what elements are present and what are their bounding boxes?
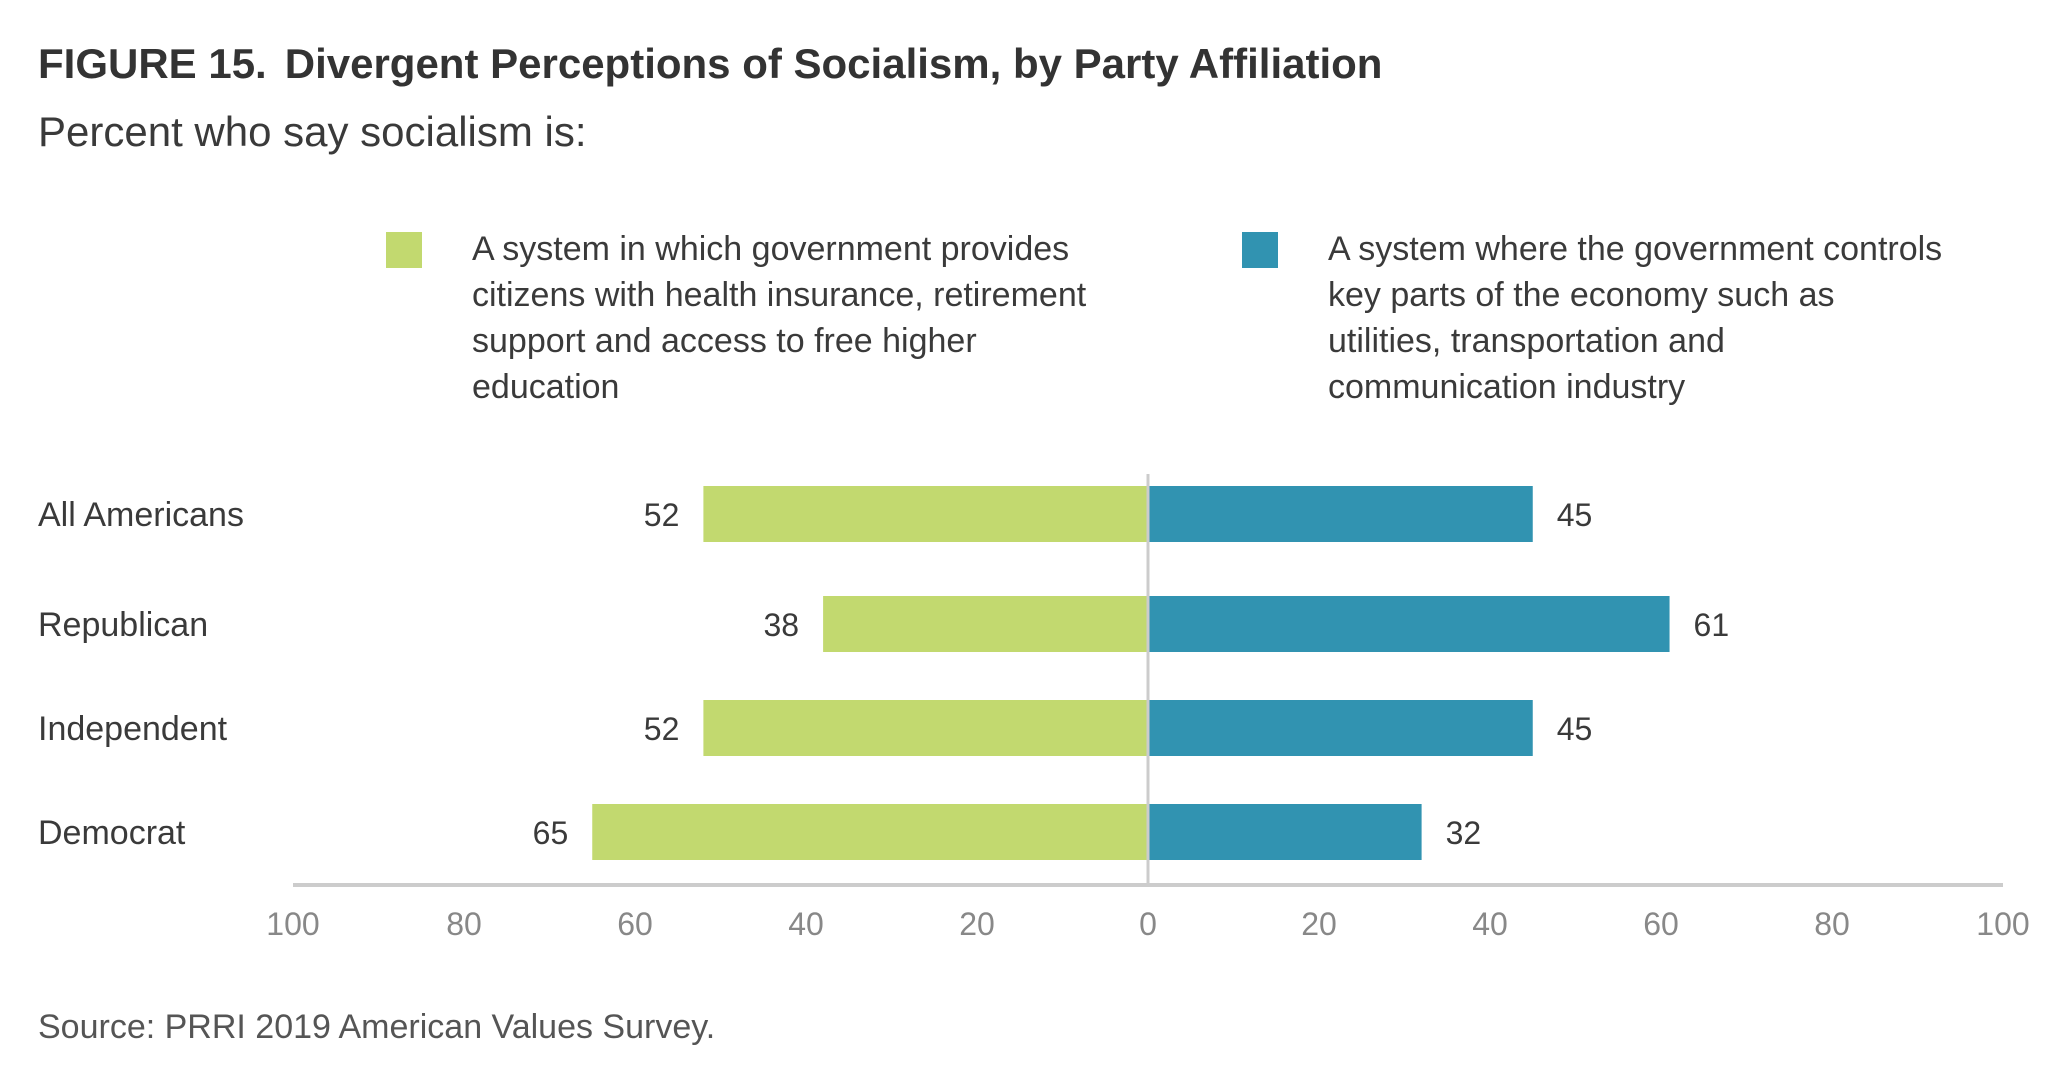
x-tick-label: 80 bbox=[446, 906, 482, 942]
category-label: All Americans bbox=[38, 496, 244, 534]
value-label-right: 45 bbox=[1557, 711, 1593, 747]
value-label-left: 65 bbox=[533, 815, 569, 851]
legend-swatch-right bbox=[1242, 232, 1278, 268]
value-label-left: 52 bbox=[644, 711, 680, 747]
bar-right bbox=[1148, 804, 1422, 860]
legend-label-right: A system where the government controls k… bbox=[1328, 230, 1943, 406]
bar-left bbox=[703, 486, 1148, 542]
x-tick-label: 100 bbox=[1976, 906, 2029, 942]
value-label-right: 45 bbox=[1557, 497, 1593, 533]
legend-label-left: A system in which government provides ci… bbox=[472, 230, 1087, 406]
figure-label: FIGURE 15. bbox=[38, 40, 267, 87]
bar-left bbox=[703, 700, 1148, 756]
value-label-left: 52 bbox=[644, 497, 680, 533]
bar-right bbox=[1148, 596, 1670, 652]
bar-left bbox=[592, 804, 1148, 860]
category-label: Independent bbox=[38, 710, 228, 748]
chart-title: FIGURE 15. Divergent Perceptions of Socia… bbox=[38, 40, 1382, 88]
value-label-right: 61 bbox=[1694, 607, 1730, 643]
bar-right bbox=[1148, 486, 1533, 542]
title-text: Divergent Perceptions of Socialism, by P… bbox=[284, 40, 1383, 87]
legend-swatch-left bbox=[386, 232, 422, 268]
bar-left bbox=[823, 596, 1148, 652]
x-tick-label: 100 bbox=[266, 906, 319, 942]
diverging-bar-chart: All Americans Republican Independent Democr… bbox=[38, 474, 2030, 942]
category-label: Democrat bbox=[38, 814, 186, 852]
category-label: Republican bbox=[38, 606, 208, 644]
x-tick-label: 60 bbox=[1643, 906, 1679, 942]
bar-right bbox=[1148, 700, 1533, 756]
x-tick-label: 60 bbox=[617, 906, 653, 942]
x-tick-label: 40 bbox=[1472, 906, 1508, 942]
x-tick-label: 20 bbox=[1301, 906, 1337, 942]
x-tick-label: 0 bbox=[1139, 906, 1157, 942]
x-tick-label: 80 bbox=[1814, 906, 1850, 942]
value-label-left: 38 bbox=[764, 607, 800, 643]
x-tick-label: 20 bbox=[959, 906, 995, 942]
chart-subtitle: Percent who say socialism is: bbox=[38, 108, 587, 155]
source-note: Source: PRRI 2019 American Values Survey… bbox=[38, 1008, 716, 1046]
value-label-right: 32 bbox=[1446, 815, 1482, 851]
x-tick-label: 40 bbox=[788, 906, 824, 942]
